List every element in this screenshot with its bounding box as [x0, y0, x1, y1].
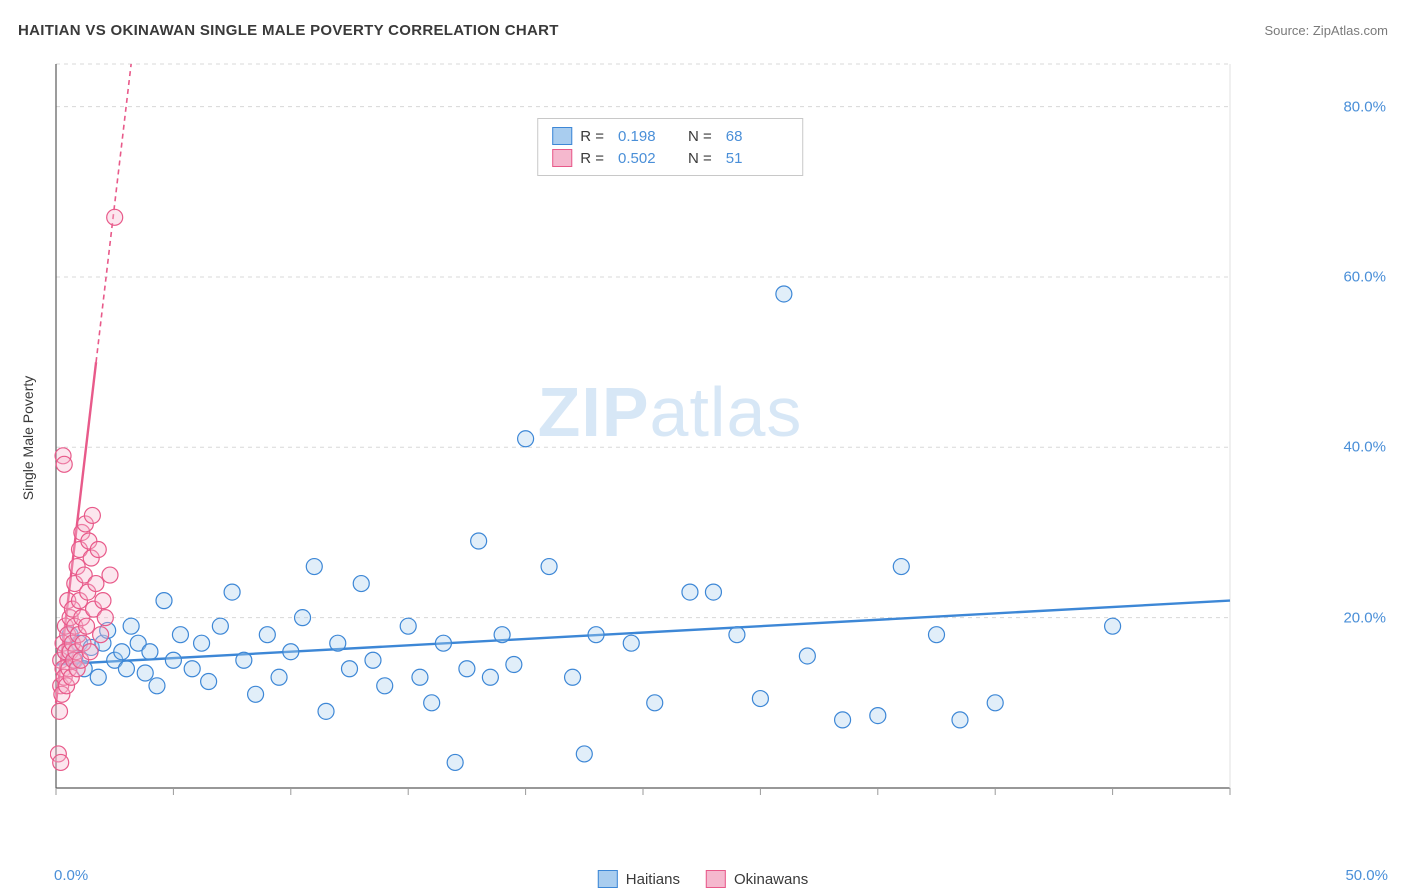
legend-item: Okinawans — [706, 870, 808, 888]
legend-row: R = 0.502 N = 51 — [552, 147, 788, 169]
legend-label: Okinawans — [734, 871, 808, 888]
legend-swatch — [598, 870, 618, 888]
legend-n-label: N = — [688, 150, 712, 167]
legend-r-value: 0.198 — [618, 128, 666, 145]
y-tick-label: 40.0% — [1343, 439, 1386, 456]
legend-swatch — [706, 870, 726, 888]
chart-title: HAITIAN VS OKINAWAN SINGLE MALE POVERTY … — [18, 22, 559, 39]
y-tick-label: 60.0% — [1343, 268, 1386, 285]
legend-swatch — [552, 127, 572, 145]
legend-series: Haitians Okinawans — [598, 870, 808, 888]
chart-header: HAITIAN VS OKINAWAN SINGLE MALE POVERTY … — [0, 0, 1406, 48]
legend-swatch — [552, 149, 572, 167]
chart-source: Source: ZipAtlas.com — [1264, 23, 1388, 38]
legend-r-value: 0.502 — [618, 150, 666, 167]
x-tick-label: 0.0% — [54, 867, 88, 884]
legend-row: R = 0.198 N = 68 — [552, 125, 788, 147]
legend-n-value: 51 — [726, 150, 774, 167]
legend-n-label: N = — [688, 128, 712, 145]
legend-n-value: 68 — [726, 128, 774, 145]
legend-r-label: R = — [580, 128, 604, 145]
y-tick-label: 80.0% — [1343, 98, 1386, 115]
legend-item: Haitians — [598, 870, 680, 888]
y-tick-label: 20.0% — [1343, 609, 1386, 626]
plot-area: ZIPatlas R =0.198N =68R =0.502N =51 — [50, 58, 1290, 828]
legend-r-label: R = — [580, 150, 604, 167]
y-axis-label: Single Male Poverty — [20, 376, 36, 501]
legend-label: Haitians — [626, 871, 680, 888]
legend-correlation: R = 0.198 N = 68 R = 0.502 N = 51 — [537, 118, 803, 176]
x-tick-label: 50.0% — [1345, 867, 1388, 884]
